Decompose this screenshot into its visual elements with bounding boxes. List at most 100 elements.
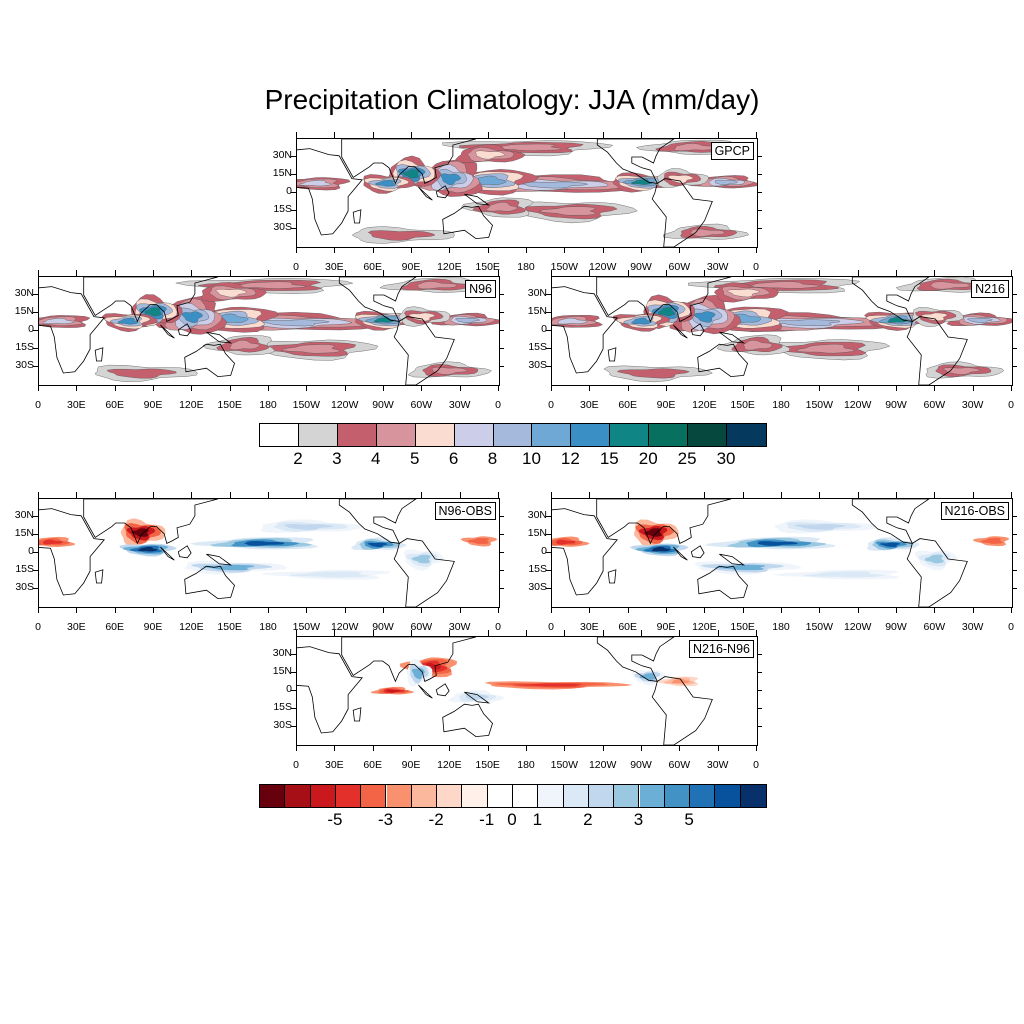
contour-region bbox=[794, 524, 846, 530]
coastline bbox=[651, 178, 713, 247]
tick-mark bbox=[296, 745, 297, 751]
tick-mark bbox=[756, 745, 757, 751]
lon-tick-label: 0 bbox=[548, 399, 554, 411]
map-frame: N216-N96 bbox=[296, 636, 758, 746]
tick-mark bbox=[344, 270, 346, 276]
lat-tick-label: 30S bbox=[273, 221, 292, 233]
lon-tick-label: 30W bbox=[961, 399, 984, 411]
coastline bbox=[697, 565, 748, 600]
tick-mark bbox=[589, 270, 591, 276]
tick-mark bbox=[564, 745, 566, 751]
tick-mark bbox=[1011, 385, 1012, 391]
tick-mark bbox=[229, 492, 231, 498]
lon-tick-label: 30E bbox=[579, 621, 599, 633]
contour-region bbox=[431, 366, 468, 375]
colorbar-swatch bbox=[386, 785, 412, 807]
precip-field bbox=[552, 499, 1010, 607]
tick-mark bbox=[1012, 366, 1017, 367]
lon-tick-label: 60E bbox=[363, 759, 382, 771]
lon-tick-label: 90E bbox=[143, 399, 163, 411]
tick-mark bbox=[742, 385, 744, 391]
lat-tick-label: 15N bbox=[14, 527, 34, 539]
coastline bbox=[464, 193, 491, 206]
contour-region bbox=[651, 546, 671, 552]
tick-mark bbox=[459, 270, 461, 276]
coastline bbox=[719, 331, 746, 344]
tick-mark bbox=[498, 607, 499, 613]
tick-mark bbox=[589, 385, 591, 391]
tick-mark bbox=[704, 385, 706, 391]
tick-mark bbox=[499, 552, 504, 553]
colorbar-box bbox=[259, 784, 767, 808]
lon-tick-label: 120E bbox=[437, 261, 462, 273]
tick-mark bbox=[546, 330, 551, 331]
tick-mark bbox=[291, 156, 296, 157]
contour-region bbox=[215, 288, 248, 298]
tick-mark bbox=[857, 270, 859, 276]
colorbar-swatch bbox=[337, 424, 377, 446]
tick-mark bbox=[666, 270, 667, 276]
coastline bbox=[596, 139, 675, 184]
tick-mark bbox=[421, 270, 423, 276]
tick-mark bbox=[781, 385, 782, 391]
tick-mark bbox=[76, 385, 78, 391]
tick-mark bbox=[268, 270, 269, 276]
tick-mark bbox=[717, 132, 719, 138]
tick-mark bbox=[1012, 330, 1017, 331]
tick-mark bbox=[972, 270, 974, 276]
lon-tick-label: 90E bbox=[401, 261, 421, 273]
tick-mark bbox=[757, 192, 762, 193]
tick-mark bbox=[498, 270, 499, 276]
panel-label: N96-OBS bbox=[434, 502, 496, 520]
coastline bbox=[690, 323, 705, 337]
lon-tick-label: 180 bbox=[772, 621, 790, 633]
tick-mark bbox=[1012, 570, 1017, 571]
contour-region bbox=[375, 180, 396, 187]
tick-mark bbox=[38, 492, 39, 498]
contour-region bbox=[942, 367, 981, 375]
lat-tick-label: 0 bbox=[28, 323, 34, 335]
tick-mark bbox=[546, 570, 551, 571]
contour-region bbox=[879, 542, 901, 547]
tick-mark bbox=[857, 385, 859, 391]
tick-mark bbox=[33, 366, 38, 367]
colorbar-swatch bbox=[335, 785, 362, 807]
tick-mark bbox=[546, 366, 551, 367]
tick-mark bbox=[757, 654, 762, 655]
tick-mark bbox=[191, 385, 193, 391]
contour-region bbox=[673, 143, 717, 151]
tick-mark bbox=[296, 132, 297, 138]
lat-tick-label: 15S bbox=[528, 563, 547, 575]
lon-tick-label: 0 bbox=[1008, 621, 1014, 633]
colorbar-swatch bbox=[740, 785, 766, 807]
coastline bbox=[418, 684, 433, 699]
tick-mark bbox=[564, 132, 566, 138]
tick-mark bbox=[1012, 294, 1017, 295]
tick-mark bbox=[76, 270, 78, 276]
panel-label: N216-N96 bbox=[689, 640, 754, 658]
lat-tick-label: 30S bbox=[273, 719, 292, 731]
coastline bbox=[393, 316, 455, 385]
contour-region bbox=[144, 307, 162, 317]
contour-region bbox=[106, 368, 177, 379]
tick-mark bbox=[421, 492, 423, 498]
map-frame: N96 bbox=[38, 276, 500, 386]
contour-region bbox=[557, 317, 588, 325]
contour-region bbox=[244, 541, 285, 546]
tick-mark bbox=[602, 132, 604, 138]
precip-field bbox=[297, 637, 713, 745]
contour-region bbox=[929, 281, 970, 290]
coastline bbox=[651, 676, 713, 745]
coastline bbox=[83, 499, 219, 545]
contour-region bbox=[475, 150, 505, 160]
contour-region bbox=[373, 317, 395, 323]
tick-mark bbox=[679, 247, 681, 253]
colorbar-swatch bbox=[588, 785, 615, 807]
tick-mark bbox=[551, 270, 552, 276]
contour-region bbox=[367, 230, 436, 241]
contour-region bbox=[181, 311, 203, 323]
contour-region bbox=[229, 339, 260, 351]
tick-mark bbox=[742, 607, 744, 613]
tick-mark bbox=[546, 552, 551, 553]
lon-tick-label: 30E bbox=[324, 261, 344, 273]
